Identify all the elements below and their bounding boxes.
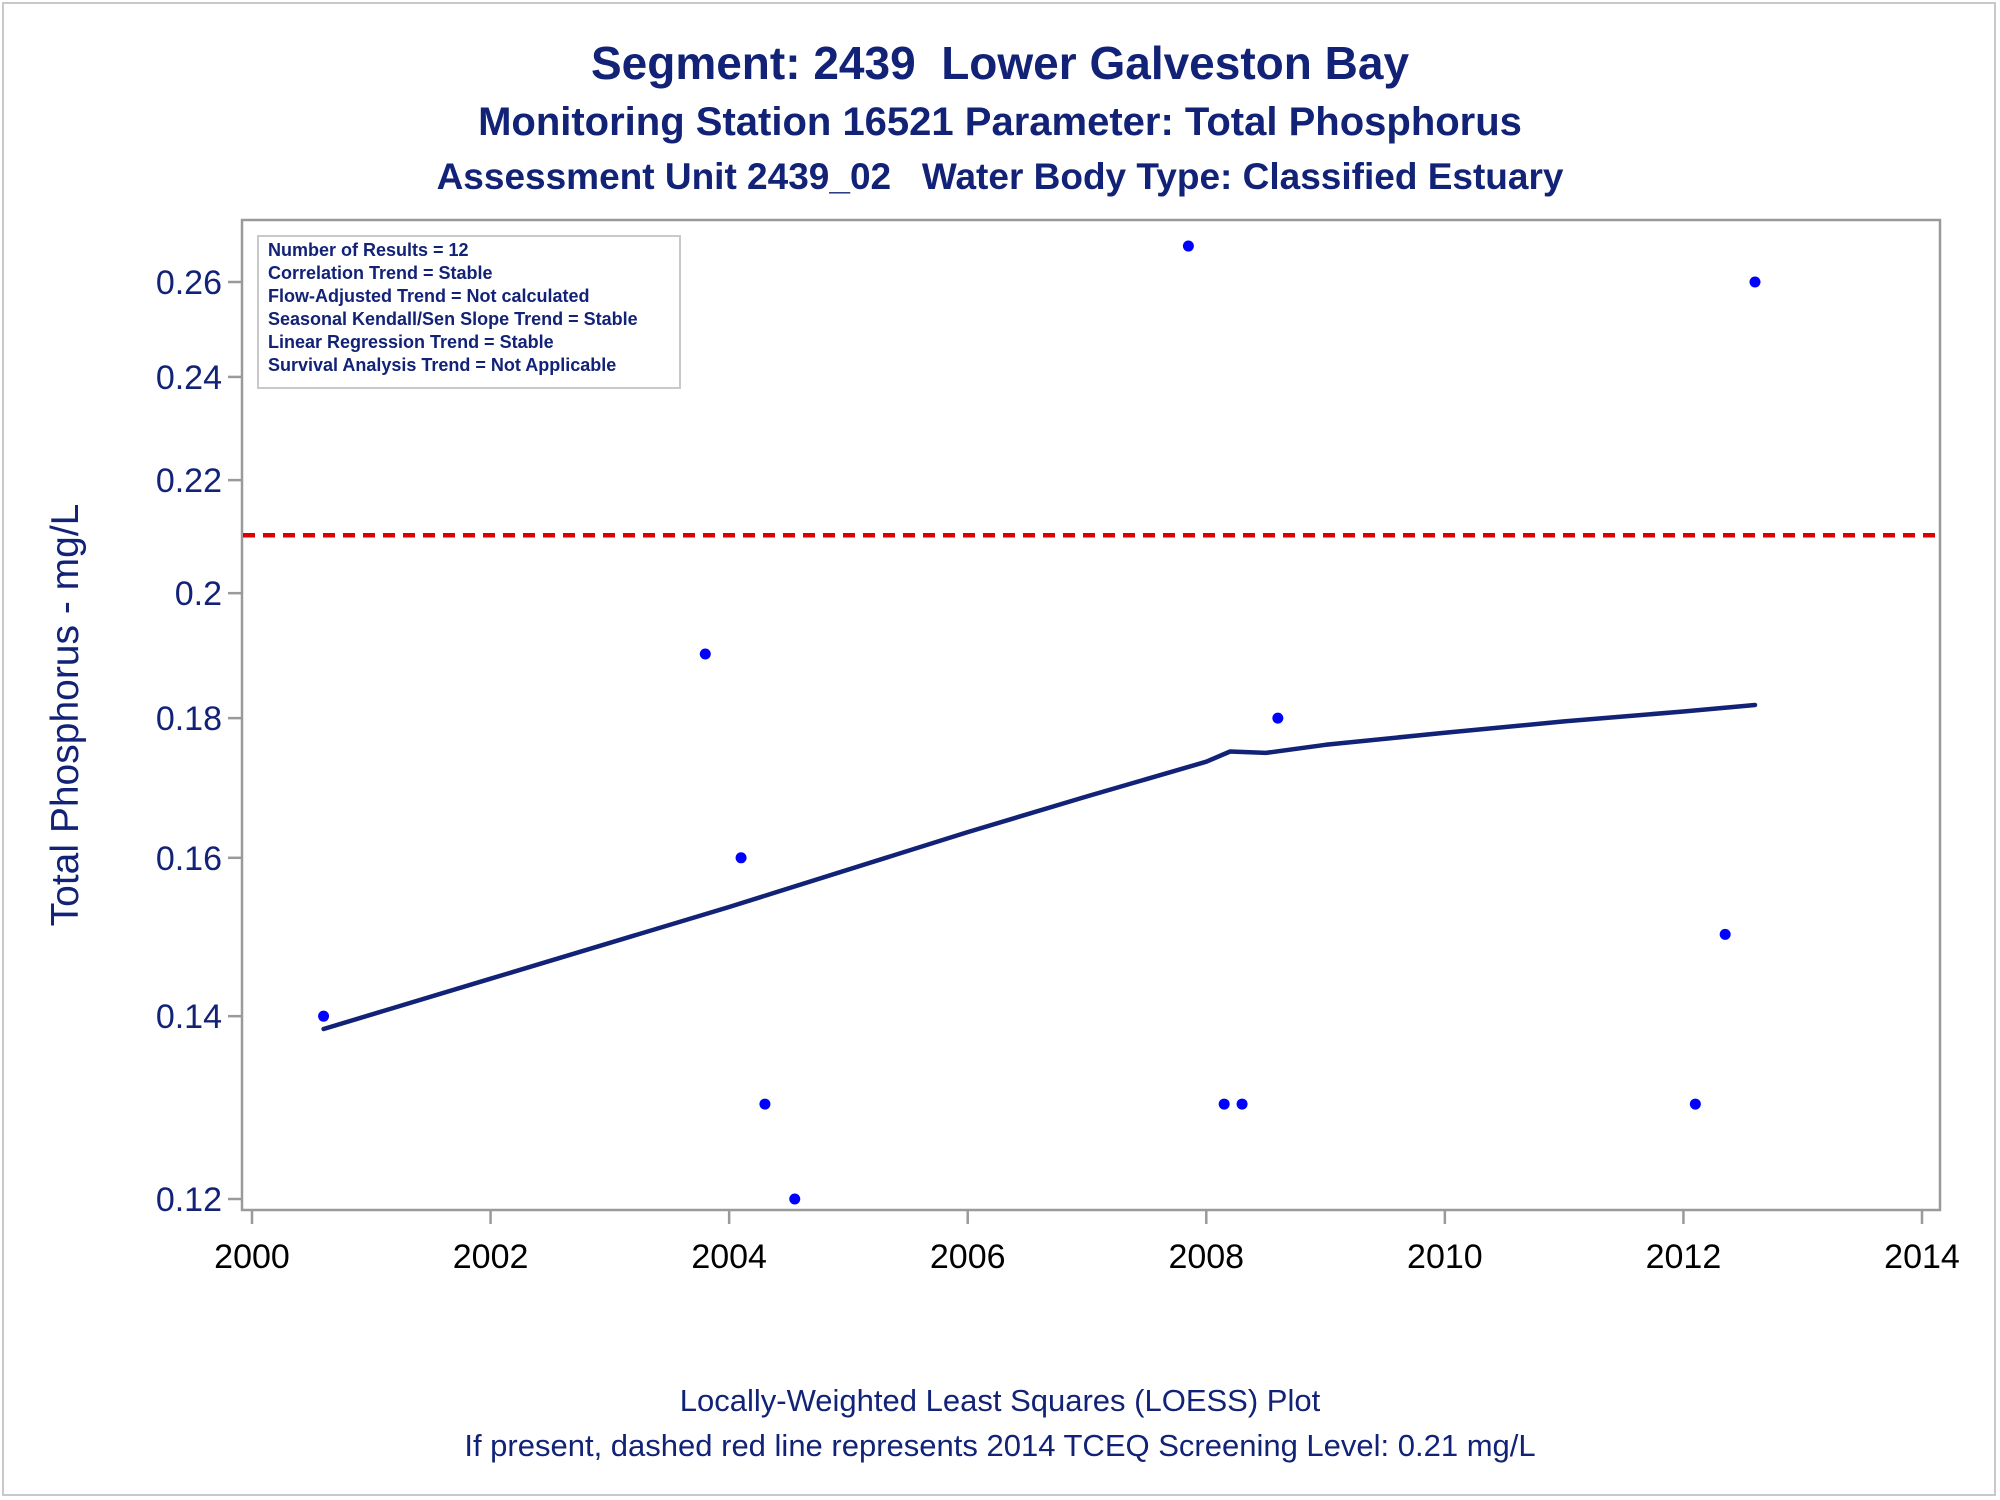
footnote-loess: Locally-Weighted Least Squares (LOESS) P… bbox=[679, 1383, 1321, 1418]
data-point bbox=[759, 1098, 771, 1110]
x-tick-label: 2008 bbox=[1168, 1238, 1244, 1276]
x-tick-label: 2000 bbox=[214, 1238, 290, 1276]
data-points bbox=[318, 240, 1761, 1205]
chart-title: Segment: 2439 Lower Galveston Bay bbox=[590, 37, 1410, 89]
y-axis-title: Total Phosphorus - mg/L bbox=[44, 504, 87, 927]
stats-box-line: Flow-Adjusted Trend = Not calculated bbox=[268, 286, 590, 306]
y-tick-label: 0.12 bbox=[156, 1181, 222, 1219]
axes: 0.12 0.14 0.16 0.18 0.2 0.22 0.24 0.26 2000 2002 2… bbox=[44, 218, 1960, 1276]
x-tick-label: 2014 bbox=[1884, 1238, 1960, 1276]
data-point bbox=[1272, 712, 1284, 724]
data-point bbox=[1218, 1098, 1230, 1110]
data-point bbox=[699, 648, 711, 660]
data-point bbox=[1719, 928, 1731, 940]
data-point bbox=[1236, 1098, 1248, 1110]
stats-box-line: Seasonal Kendall/Sen Slope Trend = Stabl… bbox=[268, 309, 638, 329]
chart-subtitle-station: Monitoring Station 16521 Parameter: Tota… bbox=[478, 100, 1522, 144]
footnote-screening-level: If present, dashed red line represents 2… bbox=[464, 1428, 1536, 1463]
stats-box: Number of Results = 12 Correlation Trend … bbox=[257, 235, 681, 389]
y-tick-label: 0.24 bbox=[156, 359, 222, 397]
data-point bbox=[1182, 240, 1194, 252]
x-tick-label: 2010 bbox=[1407, 1238, 1483, 1276]
loess-curve bbox=[321, 702, 1758, 1032]
y-tick-label: 0.26 bbox=[156, 264, 222, 302]
data-point bbox=[318, 1010, 330, 1022]
x-tick-label: 2006 bbox=[930, 1238, 1006, 1276]
stats-box-frame bbox=[257, 235, 681, 389]
y-tick-label: 0.16 bbox=[156, 840, 222, 878]
data-point bbox=[789, 1193, 801, 1205]
data-point bbox=[1749, 276, 1761, 288]
x-tick-label: 2012 bbox=[1646, 1238, 1722, 1276]
chart-subtitle-assessment: Assessment Unit 2439_02 Water Body Type:… bbox=[436, 156, 1564, 197]
y-tick-label: 0.14 bbox=[156, 998, 222, 1036]
x-tick-label: 2004 bbox=[691, 1238, 767, 1276]
stats-box-line: Linear Regression Trend = Stable bbox=[268, 332, 554, 352]
x-tick-label: 2002 bbox=[453, 1238, 529, 1276]
data-point bbox=[1689, 1098, 1701, 1110]
stats-box-line: Number of Results = 12 bbox=[268, 240, 469, 260]
y-tick-label: 0.2 bbox=[175, 575, 222, 613]
data-point bbox=[735, 852, 747, 864]
stats-box-line: Survival Analysis Trend = Not Applicable bbox=[268, 355, 616, 375]
y-tick-label: 0.22 bbox=[156, 462, 222, 500]
y-tick-label: 0.18 bbox=[156, 700, 222, 738]
plot-area-frame bbox=[240, 218, 1942, 1212]
stats-box-line: Correlation Trend = Stable bbox=[268, 263, 493, 283]
loess-layer bbox=[321, 702, 1758, 1032]
